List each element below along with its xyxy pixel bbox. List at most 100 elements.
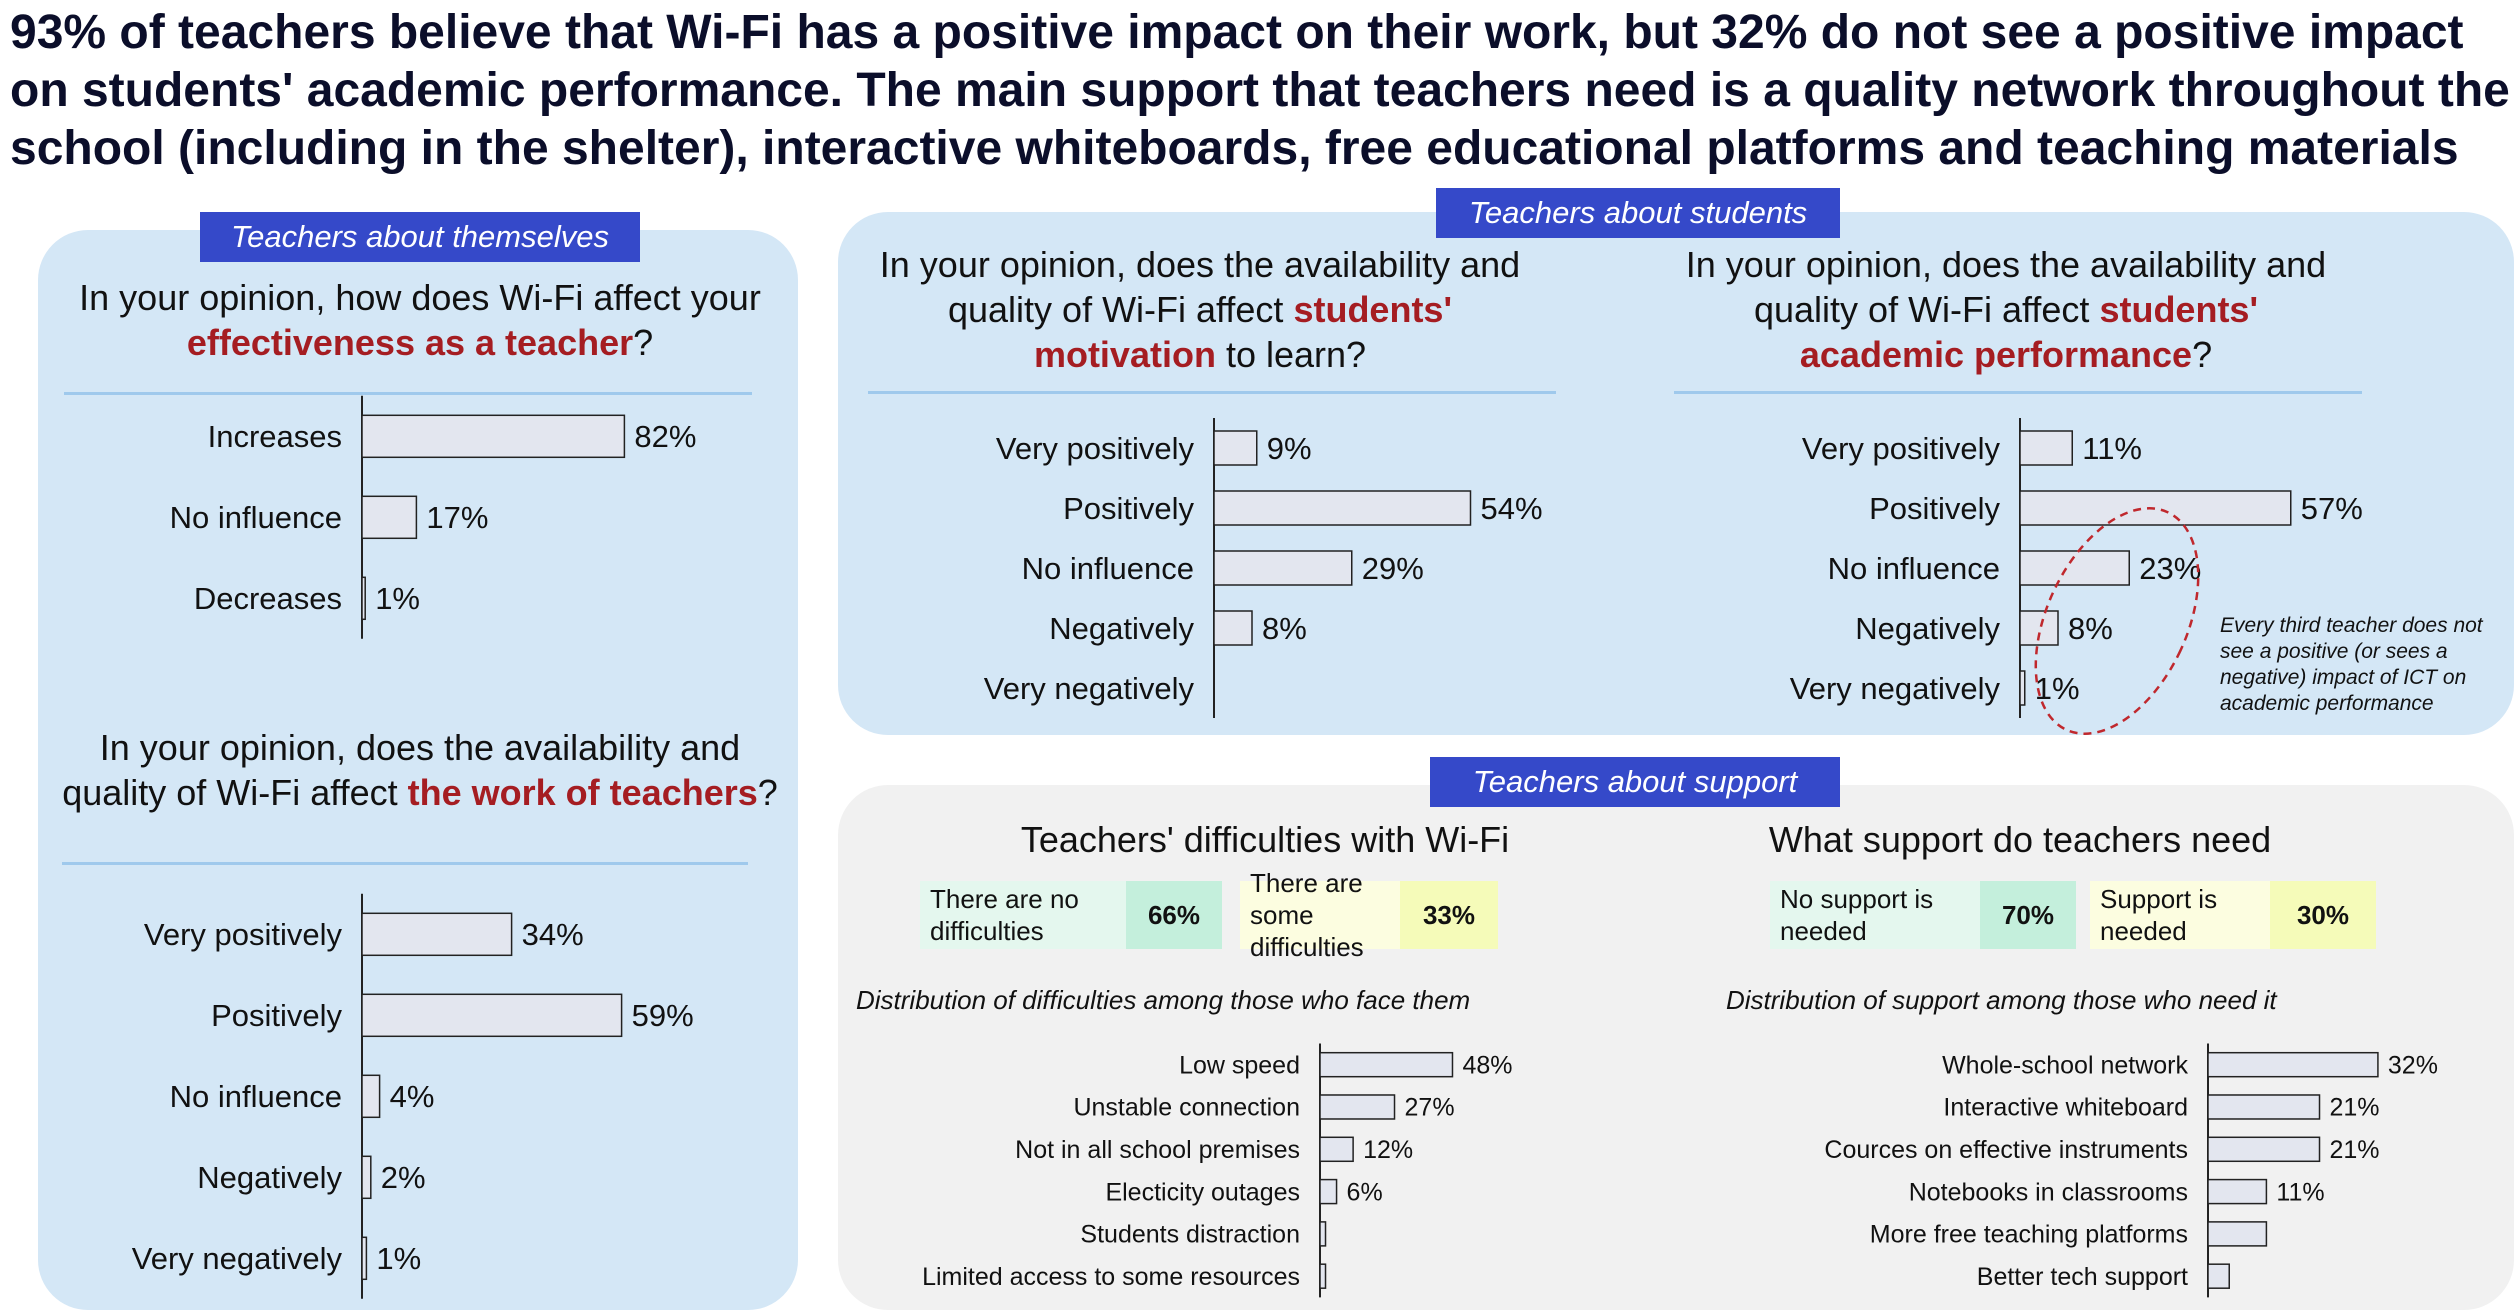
bar xyxy=(1213,550,1353,586)
category-label: Not in all school premises xyxy=(1015,1136,1300,1164)
category-label: No influence xyxy=(1022,551,1194,586)
bar xyxy=(2207,1051,2379,1078)
box-no-support-needed: No support is needed 70% xyxy=(1770,881,2076,949)
bar xyxy=(361,414,626,459)
value-label: 21% xyxy=(2330,1136,2380,1164)
question-work-of-teachers: In your opinion, does the availability a… xyxy=(62,727,778,813)
value-label: 17% xyxy=(426,500,488,535)
value-label: 57% xyxy=(2301,491,2363,526)
bar xyxy=(361,1236,368,1281)
divider xyxy=(868,391,1556,394)
category-label: Very positively xyxy=(996,431,1195,466)
bar xyxy=(1319,1136,1354,1163)
bar xyxy=(361,1074,381,1119)
category-label: Negatively xyxy=(197,1160,342,1195)
divider xyxy=(64,392,752,395)
box-support-needed: Support is needed 30% xyxy=(2090,881,2376,949)
category-label: No influence xyxy=(170,1079,342,1114)
value-label: 2% xyxy=(381,1160,426,1195)
box-label: Support is needed xyxy=(2090,881,2270,949)
bar xyxy=(1319,1221,1327,1247)
bar xyxy=(2207,1136,2321,1163)
value-label: 9% xyxy=(1267,431,1312,466)
bar xyxy=(1213,430,1258,466)
category-label: Positively xyxy=(211,998,342,1033)
value-label: 11% xyxy=(2082,431,2142,466)
value-label: 34% xyxy=(522,917,584,952)
category-label: Very negatively xyxy=(132,1241,343,1276)
bar xyxy=(2207,1263,2230,1289)
box-value: 66% xyxy=(1126,881,1222,949)
bar xyxy=(1319,1051,1454,1078)
bar xyxy=(2207,1221,2268,1247)
category-label: Very positively xyxy=(144,917,343,952)
category-label: More free teaching platforms xyxy=(1870,1221,2188,1249)
category-label: Interactive whiteboard xyxy=(1943,1094,2188,1122)
annotation-note: Every third teacher does not see a posit… xyxy=(2220,614,2483,715)
category-label: Low speed xyxy=(1179,1051,1300,1079)
bar xyxy=(361,576,366,621)
dist-support-caption: Distribution of support among those who … xyxy=(1726,985,2277,1015)
question-motivation: In your opinion, does the availability a… xyxy=(879,244,1521,375)
value-label: 82% xyxy=(634,419,696,454)
category-label: Very positively xyxy=(1802,431,2001,466)
box-value: 33% xyxy=(1400,881,1498,949)
dist-difficulties-caption: Distribution of difficulties among those… xyxy=(856,985,1471,1015)
category-label: Very negatively xyxy=(1790,671,2001,706)
bar xyxy=(1319,1263,1327,1289)
bar xyxy=(361,495,418,540)
category-label: Notebooks in classrooms xyxy=(1909,1178,2188,1206)
box-label: No support is needed xyxy=(1770,881,1980,949)
category-label: Electicity outages xyxy=(1105,1178,1300,1206)
headline: 93% of teachers believe that Wi-Fi has a… xyxy=(10,6,2510,175)
value-label: 8% xyxy=(2068,611,2113,646)
bar xyxy=(2019,670,2026,706)
bar xyxy=(361,993,623,1038)
value-label: 32% xyxy=(2388,1051,2438,1079)
category-label: Increases xyxy=(208,419,342,454)
panel-students xyxy=(838,212,2514,735)
value-label: 21% xyxy=(2330,1094,2380,1122)
value-label: 23% xyxy=(2139,551,2201,586)
tag-themselves: Teachers about themselves xyxy=(200,212,640,262)
tag-support: Teachers about support xyxy=(1430,757,1840,807)
bar xyxy=(2019,490,2292,526)
category-label: Negatively xyxy=(1049,611,1194,646)
divider xyxy=(1674,391,2362,394)
category-label: No influence xyxy=(1828,551,2000,586)
category-label: Whole-school network xyxy=(1942,1051,2188,1079)
divider xyxy=(62,862,748,865)
category-label: Unstable connection xyxy=(1073,1094,1300,1122)
category-label: Positively xyxy=(1869,491,2000,526)
bar xyxy=(361,912,513,957)
bar xyxy=(1319,1178,1338,1205)
value-label: 48% xyxy=(1462,1051,1512,1079)
bar xyxy=(2207,1178,2268,1205)
box-value: 30% xyxy=(2270,881,2376,949)
bar xyxy=(2207,1094,2321,1120)
tag-students: Teachers about students xyxy=(1436,188,1840,238)
difficulties-title: Teachers' difficulties with Wi-Fi xyxy=(1020,819,1510,860)
category-label: Limited access to some resources xyxy=(922,1263,1300,1291)
category-label: Better tech support xyxy=(1977,1263,2188,1291)
value-label: 54% xyxy=(1481,491,1543,526)
bar xyxy=(1213,490,1472,526)
category-label: Decreases xyxy=(194,581,342,616)
box-label: There are no difficulties xyxy=(920,881,1126,949)
bar xyxy=(1213,610,1253,646)
value-label: 6% xyxy=(1347,1178,1383,1206)
value-label: 1% xyxy=(376,1241,421,1276)
bar xyxy=(2019,550,2130,586)
value-label: 1% xyxy=(375,581,420,616)
value-label: 27% xyxy=(1405,1094,1455,1122)
category-label: Negatively xyxy=(1855,611,2000,646)
bar xyxy=(361,1155,372,1200)
category-label: Students distraction xyxy=(1080,1221,1300,1249)
